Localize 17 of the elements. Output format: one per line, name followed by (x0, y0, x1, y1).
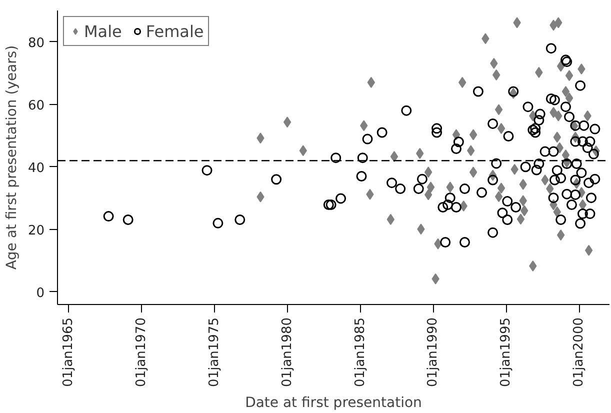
y-tick-label: 80 (28, 36, 45, 51)
x-tick-label: 01jan1965 (60, 317, 76, 387)
x-tick-label: 01jan1995 (498, 317, 514, 387)
x-tick-label: 01jan1975 (206, 317, 222, 387)
x-tick-label: 01jan1980 (280, 317, 295, 387)
y-tick-label: 40 (28, 160, 45, 176)
x-tick-label: 01jan2000 (572, 317, 587, 387)
y-tick-label: 20 (28, 223, 45, 238)
x-tick-label: 01jan1985 (352, 317, 368, 387)
x-tick-label: 01jan1990 (426, 317, 441, 387)
x-tick-label: 01jan1970 (134, 317, 149, 387)
y-axis-title: Age at first presentation (years) (4, 45, 20, 270)
y-tick-label: 60 (28, 98, 45, 114)
legend-label: Female (146, 22, 204, 40)
y-tick-label: 0 (36, 286, 45, 301)
legend-label: Male (84, 22, 122, 40)
x-axis-title: Date at first presentation (245, 394, 422, 411)
